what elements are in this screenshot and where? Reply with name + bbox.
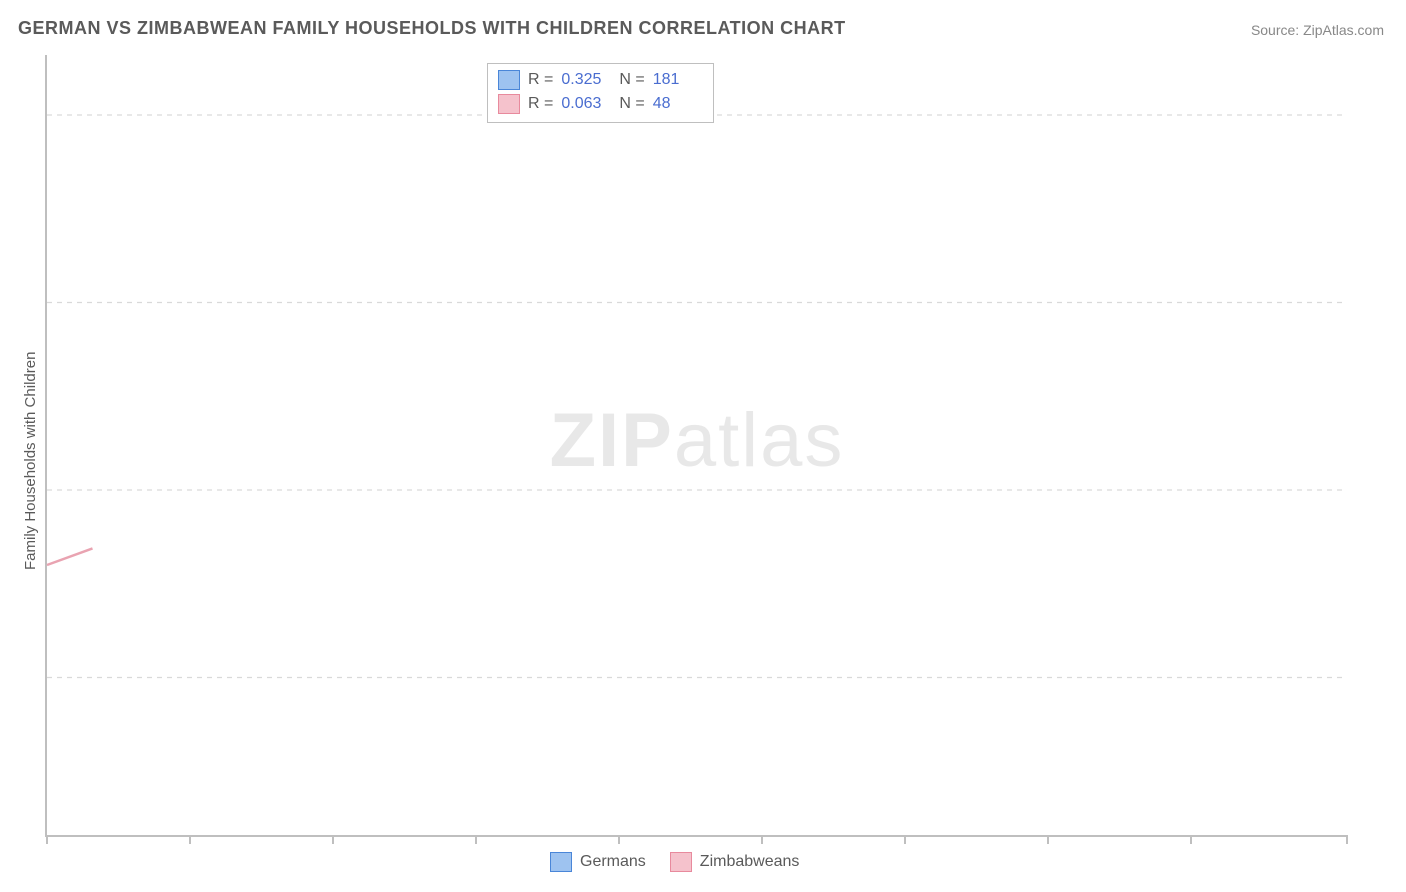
- scatter-svg: [47, 55, 1347, 835]
- swatch-zimbabweans: [498, 94, 520, 114]
- swatch-germans: [498, 70, 520, 90]
- source-label: Source: ZipAtlas.com: [1251, 22, 1384, 38]
- legend-bottom: Germans Zimbabweans: [550, 852, 799, 872]
- legend-swatch-germans: [550, 852, 572, 872]
- chart-container: GERMAN VS ZIMBABWEAN FAMILY HOUSEHOLDS W…: [0, 0, 1406, 892]
- legend-swatch-zimbabweans: [670, 852, 692, 872]
- stats-row-germans: R = 0.325 N = 181: [498, 68, 703, 92]
- chart-title: GERMAN VS ZIMBABWEAN FAMILY HOUSEHOLDS W…: [18, 18, 846, 39]
- stats-legend-box: R = 0.325 N = 181 R = 0.063 N = 48: [487, 63, 714, 123]
- legend-item-germans: Germans: [550, 852, 646, 872]
- legend-item-zimbabweans: Zimbabweans: [670, 852, 800, 872]
- stats-row-zimbabweans: R = 0.063 N = 48: [498, 92, 703, 116]
- y-axis-label: Family Households with Children: [22, 352, 39, 570]
- plot-area: ZIPatlas R = 0.325 N = 181 R = 0.063 N =…: [45, 55, 1347, 837]
